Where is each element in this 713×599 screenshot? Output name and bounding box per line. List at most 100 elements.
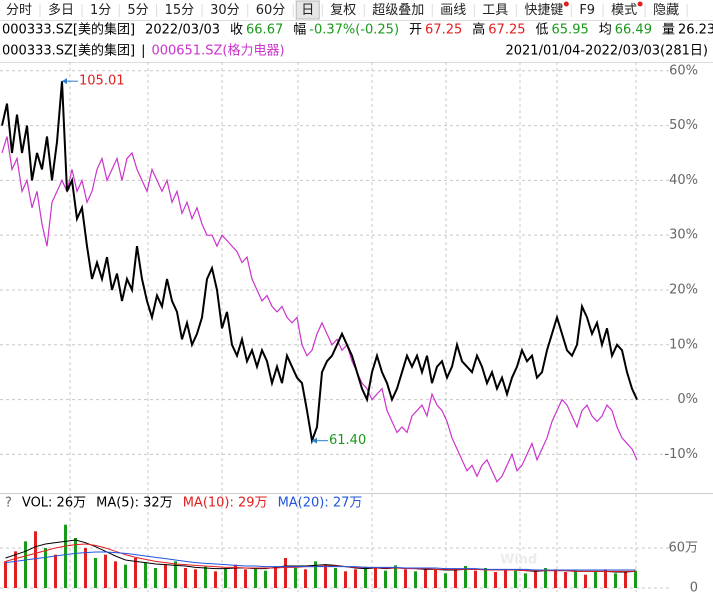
volume-bar [104,554,107,588]
volume-bar [474,570,477,588]
toolbar-button[interactable]: 1分 [90,3,111,18]
quote-label: 幅 [293,23,306,38]
y-tick-label: 60% [669,63,698,78]
quote-value: 67.25 [425,23,462,38]
toolbar-button[interactable]: 复权 [330,2,356,18]
volume-bar [374,568,377,588]
volume-bar [274,566,277,588]
volume-bar [34,531,37,588]
legend-entry[interactable]: 000333.SZ[美的集团] [2,43,135,59]
volume-bar [564,572,567,588]
volume-bar [344,571,347,588]
y-tick-label: 60万 [668,541,698,556]
volume-bar [434,570,437,588]
volume-bar [424,568,427,588]
volume-bar [484,568,487,588]
toolbar-button[interactable]: 超级叠加 [372,3,424,18]
stock-code: 000333.SZ[美的集团] [2,22,135,38]
quote-value: 66.49 [615,23,652,38]
high-arrow-head [62,78,67,85]
date-range: 2021/01/04-2022/03/03(281日) [505,44,708,59]
notify-dot [637,1,643,7]
notify-dot [563,1,569,7]
volume-bar [194,569,197,588]
volume-bar [204,566,207,588]
volume-bar [294,568,297,588]
toolbar-button[interactable]: F9 [579,3,595,18]
volume-bar [554,569,557,588]
volume-bar [354,569,357,588]
volume-bar [174,561,177,588]
toolbar-button[interactable]: 5分 [127,3,148,18]
price-line [1,81,638,445]
legend-entry[interactable]: 000651.SZ(格力电器) [151,43,284,59]
volume-bar [514,570,517,588]
volume-bar [44,548,47,588]
ma-legend: MA(5): 32万 [96,496,173,511]
toolbar-button[interactable]: 日 [301,3,314,18]
volume-bar [264,570,267,588]
quote-date: 2022/03/03 [145,23,220,38]
volume-bar [584,574,587,588]
y-tick-label: 0% [677,392,698,407]
volume-bar [634,570,637,588]
volume-bar [224,568,227,588]
y-tick-label: -10% [664,447,698,462]
volume-bar [364,566,367,588]
quote-value: -0.37%(-0.25) [309,23,399,38]
volume-label: VOL: 26万 [22,496,86,511]
volume-bar [614,573,617,588]
toolbar-button[interactable]: 画线 [440,3,466,18]
volume-bar [414,571,417,588]
quote-value: 66.67 [246,23,283,38]
toolbar-button[interactable]: 15分 [165,3,195,18]
quote-label: 收 [230,23,243,38]
toolbar-button[interactable]: 快捷键 [524,3,563,18]
volume-bar [404,569,407,588]
y-tick-label: 10% [669,337,698,352]
volume-bar [114,561,117,588]
toolbar-button[interactable]: 分时 [6,3,32,18]
quote-label: 低 [536,23,549,38]
y-tick-label: 40% [669,173,698,188]
y-tick-label: 20% [669,282,698,297]
high-label: 105.01 [79,74,125,89]
volume-bar [304,569,307,588]
quote-value: 67.25 [488,23,525,38]
volume-bar [254,568,257,588]
volume-bar [94,558,97,588]
y-tick-label: 30% [669,228,698,243]
toolbar-button[interactable]: 模式 [611,3,637,18]
volume-bar [124,564,127,588]
y-tick-label: 0 [690,581,698,596]
volume-bar [84,548,87,588]
toolbar-button[interactable]: 60分 [256,3,286,18]
toolbar-selected-bg [295,0,320,20]
help-icon[interactable]: ? [5,496,12,511]
volume-bar [154,568,157,588]
toolbar-button[interactable]: 30分 [210,3,240,18]
toolbar-button[interactable]: 多日 [48,2,74,18]
volume-bar [64,524,67,588]
toolbar-button[interactable]: 隐藏 [653,3,679,18]
volume-bar [244,569,247,588]
volume-bar [454,569,457,588]
quote-value: 26.23万 [678,23,713,38]
low-label: 61.40 [329,433,366,448]
volume-bar [134,558,137,588]
toolbar-button[interactable]: 工具 [482,3,508,18]
volume-bar [214,571,217,588]
volume-bar [444,573,447,588]
volume-bar [464,566,467,588]
volume-bar [534,571,537,588]
volume-bar [54,554,57,588]
volume-bar [284,558,287,588]
volume-bar [544,568,547,588]
volume-bar [234,564,237,588]
ma-line [5,551,636,571]
volume-bar [164,564,167,588]
volume-bar [24,541,27,588]
volume-bar [144,562,147,588]
